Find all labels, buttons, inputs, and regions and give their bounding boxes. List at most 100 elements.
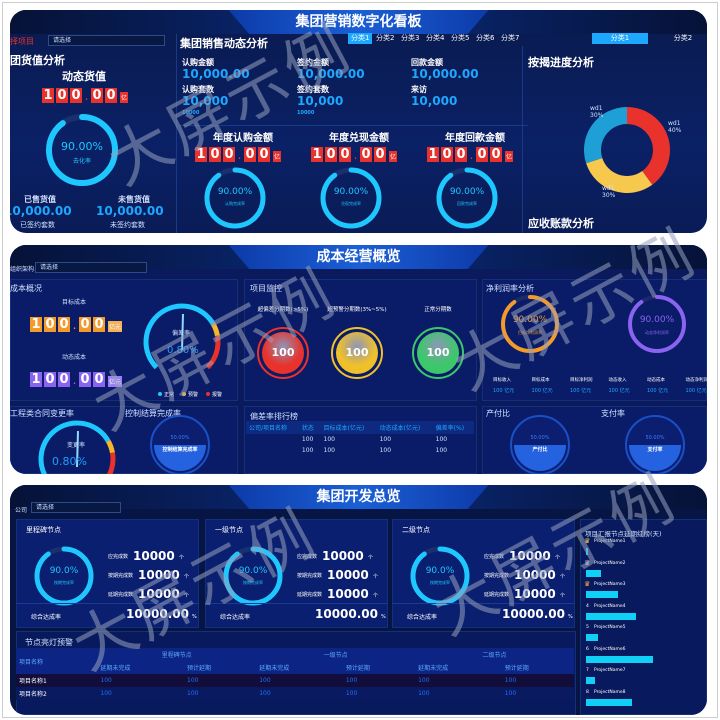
digit: 0 bbox=[441, 147, 453, 162]
gauge-arc-alarm bbox=[106, 452, 116, 474]
table-row[interactable]: 项目名称1 100 100 100 100 100 100 bbox=[16, 674, 574, 687]
liquid-gauge bbox=[625, 415, 685, 474]
table-row[interactable]: 100 100 100 100 bbox=[246, 434, 474, 445]
digit: 0 bbox=[339, 147, 351, 162]
category-tab-1[interactable]: 分类1 bbox=[348, 33, 373, 44]
stat-label: 回款金额 bbox=[411, 58, 443, 67]
unsold-value-label: 未售货值 bbox=[118, 195, 150, 204]
cost-overview-panel: 成本经营概览 组织架构 请选择 成本概况 目标成本 1 0 0. 0 0 亿元 动态成本 … bbox=[10, 245, 707, 474]
column-header: 项目名称 bbox=[19, 658, 44, 666]
project-name: ProjectName7 bbox=[594, 668, 626, 673]
digit: 0 bbox=[70, 88, 82, 103]
annual-title: 年度兑现金额 bbox=[329, 133, 389, 144]
sub-header: 延期未完成 bbox=[259, 665, 290, 672]
decimal-point: . bbox=[237, 148, 242, 162]
profit-metric-value: 100 亿元 bbox=[531, 388, 553, 394]
warning-title: 节点亮灯预警 bbox=[25, 638, 73, 647]
liquid-value: 50.00% bbox=[530, 435, 550, 441]
deviation-ranking-table: 公司/项目名称 状态 目标成本(亿元) 动态成本(亿元) 偏差率(%) 100 100 100… bbox=[246, 421, 474, 456]
digit: 0 bbox=[258, 147, 270, 162]
category-tab-6[interactable]: 分类6 bbox=[476, 34, 495, 42]
completion-ring bbox=[34, 546, 94, 606]
node-stat-unit: 个 bbox=[555, 555, 561, 561]
table-cell: 100 bbox=[379, 447, 392, 454]
right-tab-2[interactable]: 分类2 bbox=[673, 34, 693, 42]
decimal-point: . bbox=[72, 373, 77, 387]
project-select[interactable]: 请选择 bbox=[48, 35, 165, 46]
signed-units-label: 已签约套数 bbox=[20, 221, 55, 229]
category-tab-3[interactable]: 分类3 bbox=[401, 34, 420, 42]
node-card bbox=[392, 519, 575, 628]
node-stat-label: 应完成数 bbox=[484, 554, 505, 560]
change-rate-gauge bbox=[38, 420, 116, 474]
table-cell: 100 bbox=[435, 447, 448, 454]
legend-dot bbox=[182, 392, 187, 396]
legend-dot bbox=[158, 392, 162, 396]
org-select[interactable]: 请选择 bbox=[35, 262, 147, 273]
sub-header: 预计延期 bbox=[345, 665, 370, 672]
rank-number: 8 bbox=[586, 689, 589, 695]
cost-overview-card bbox=[10, 279, 238, 401]
legend-item: 报警 bbox=[206, 391, 222, 398]
receivable-title: 应收账款分析 bbox=[528, 217, 594, 230]
delay-bar bbox=[586, 591, 619, 598]
category-tab-5[interactable]: 分类5 bbox=[451, 34, 470, 42]
table-row[interactable]: 100 100 100 100 bbox=[246, 445, 474, 456]
ring-progress bbox=[320, 167, 382, 229]
node-stat-label: 延期完成数 bbox=[484, 592, 510, 598]
stat-value: 10,000.00 bbox=[411, 67, 479, 81]
table-row[interactable]: 项目名称2 100 100 100 100 100 100 bbox=[16, 687, 574, 700]
category-tab-2[interactable]: 分类2 bbox=[376, 34, 395, 42]
unit-label: 亿 bbox=[120, 92, 129, 103]
right-tab-1[interactable]: 分类1 bbox=[592, 33, 648, 44]
node-card bbox=[205, 519, 388, 628]
table-cell: 100 bbox=[379, 436, 392, 443]
node-stat-unit: 个 bbox=[184, 574, 190, 580]
rank-number: 7 bbox=[586, 668, 589, 673]
column-header: 公司/项目名称 bbox=[249, 425, 288, 432]
digit: 0 bbox=[44, 317, 56, 332]
node-stat-value: 10000 bbox=[327, 568, 369, 582]
achievement-value: 10000.00 bbox=[502, 607, 566, 621]
node-stat-label: 按期完成数 bbox=[108, 573, 134, 579]
group-header: 一级节点 bbox=[323, 652, 348, 659]
profit-metric-label: 目标净利润 bbox=[570, 378, 593, 383]
category-tab-7[interactable]: 分类7 bbox=[501, 34, 520, 42]
category-tab-4[interactable]: 分类4 bbox=[426, 34, 445, 42]
divider bbox=[522, 46, 523, 233]
gauge-arc-warning bbox=[210, 322, 220, 337]
digit: 1 bbox=[30, 372, 42, 387]
annual-ring bbox=[204, 167, 266, 229]
node-stat-value: 10000 bbox=[138, 568, 180, 582]
panel-title: 成本经营概览 bbox=[228, 245, 489, 269]
company-select[interactable]: 请选择 bbox=[31, 502, 121, 513]
profit-metric-label: 目标成本 bbox=[531, 378, 550, 383]
node-stat-label: 按期完成数 bbox=[484, 573, 510, 579]
crown-icon: ♛ bbox=[584, 537, 591, 545]
node-stat-label: 按期完成数 bbox=[297, 573, 323, 579]
cost-overview-title: 成本概况 bbox=[10, 284, 42, 293]
table-cell: 100 bbox=[418, 690, 430, 697]
project-filter-label: 择项目 bbox=[10, 37, 34, 46]
deviation-gauge bbox=[143, 303, 221, 370]
annual-ring bbox=[436, 167, 498, 229]
unit-label: 亿 bbox=[389, 151, 398, 162]
org-filter-label: 组织架构 bbox=[10, 266, 35, 273]
digit: 0 bbox=[56, 88, 68, 103]
completion-value: 90.0% bbox=[49, 566, 79, 576]
annual-ring-label: 认购完成率 bbox=[225, 201, 245, 206]
monitor-indicator bbox=[412, 327, 464, 379]
digit: 0 bbox=[93, 317, 105, 332]
project-name: ProjectName2 bbox=[594, 560, 626, 566]
digit: 1 bbox=[311, 147, 323, 162]
stat-label: 签约金额 bbox=[297, 58, 329, 67]
sell-through-ring bbox=[46, 114, 118, 186]
digit: 0 bbox=[105, 88, 117, 103]
project-name: 项目名称1 bbox=[19, 678, 47, 685]
digit: 0 bbox=[209, 147, 221, 162]
digit: 0 bbox=[223, 147, 235, 162]
